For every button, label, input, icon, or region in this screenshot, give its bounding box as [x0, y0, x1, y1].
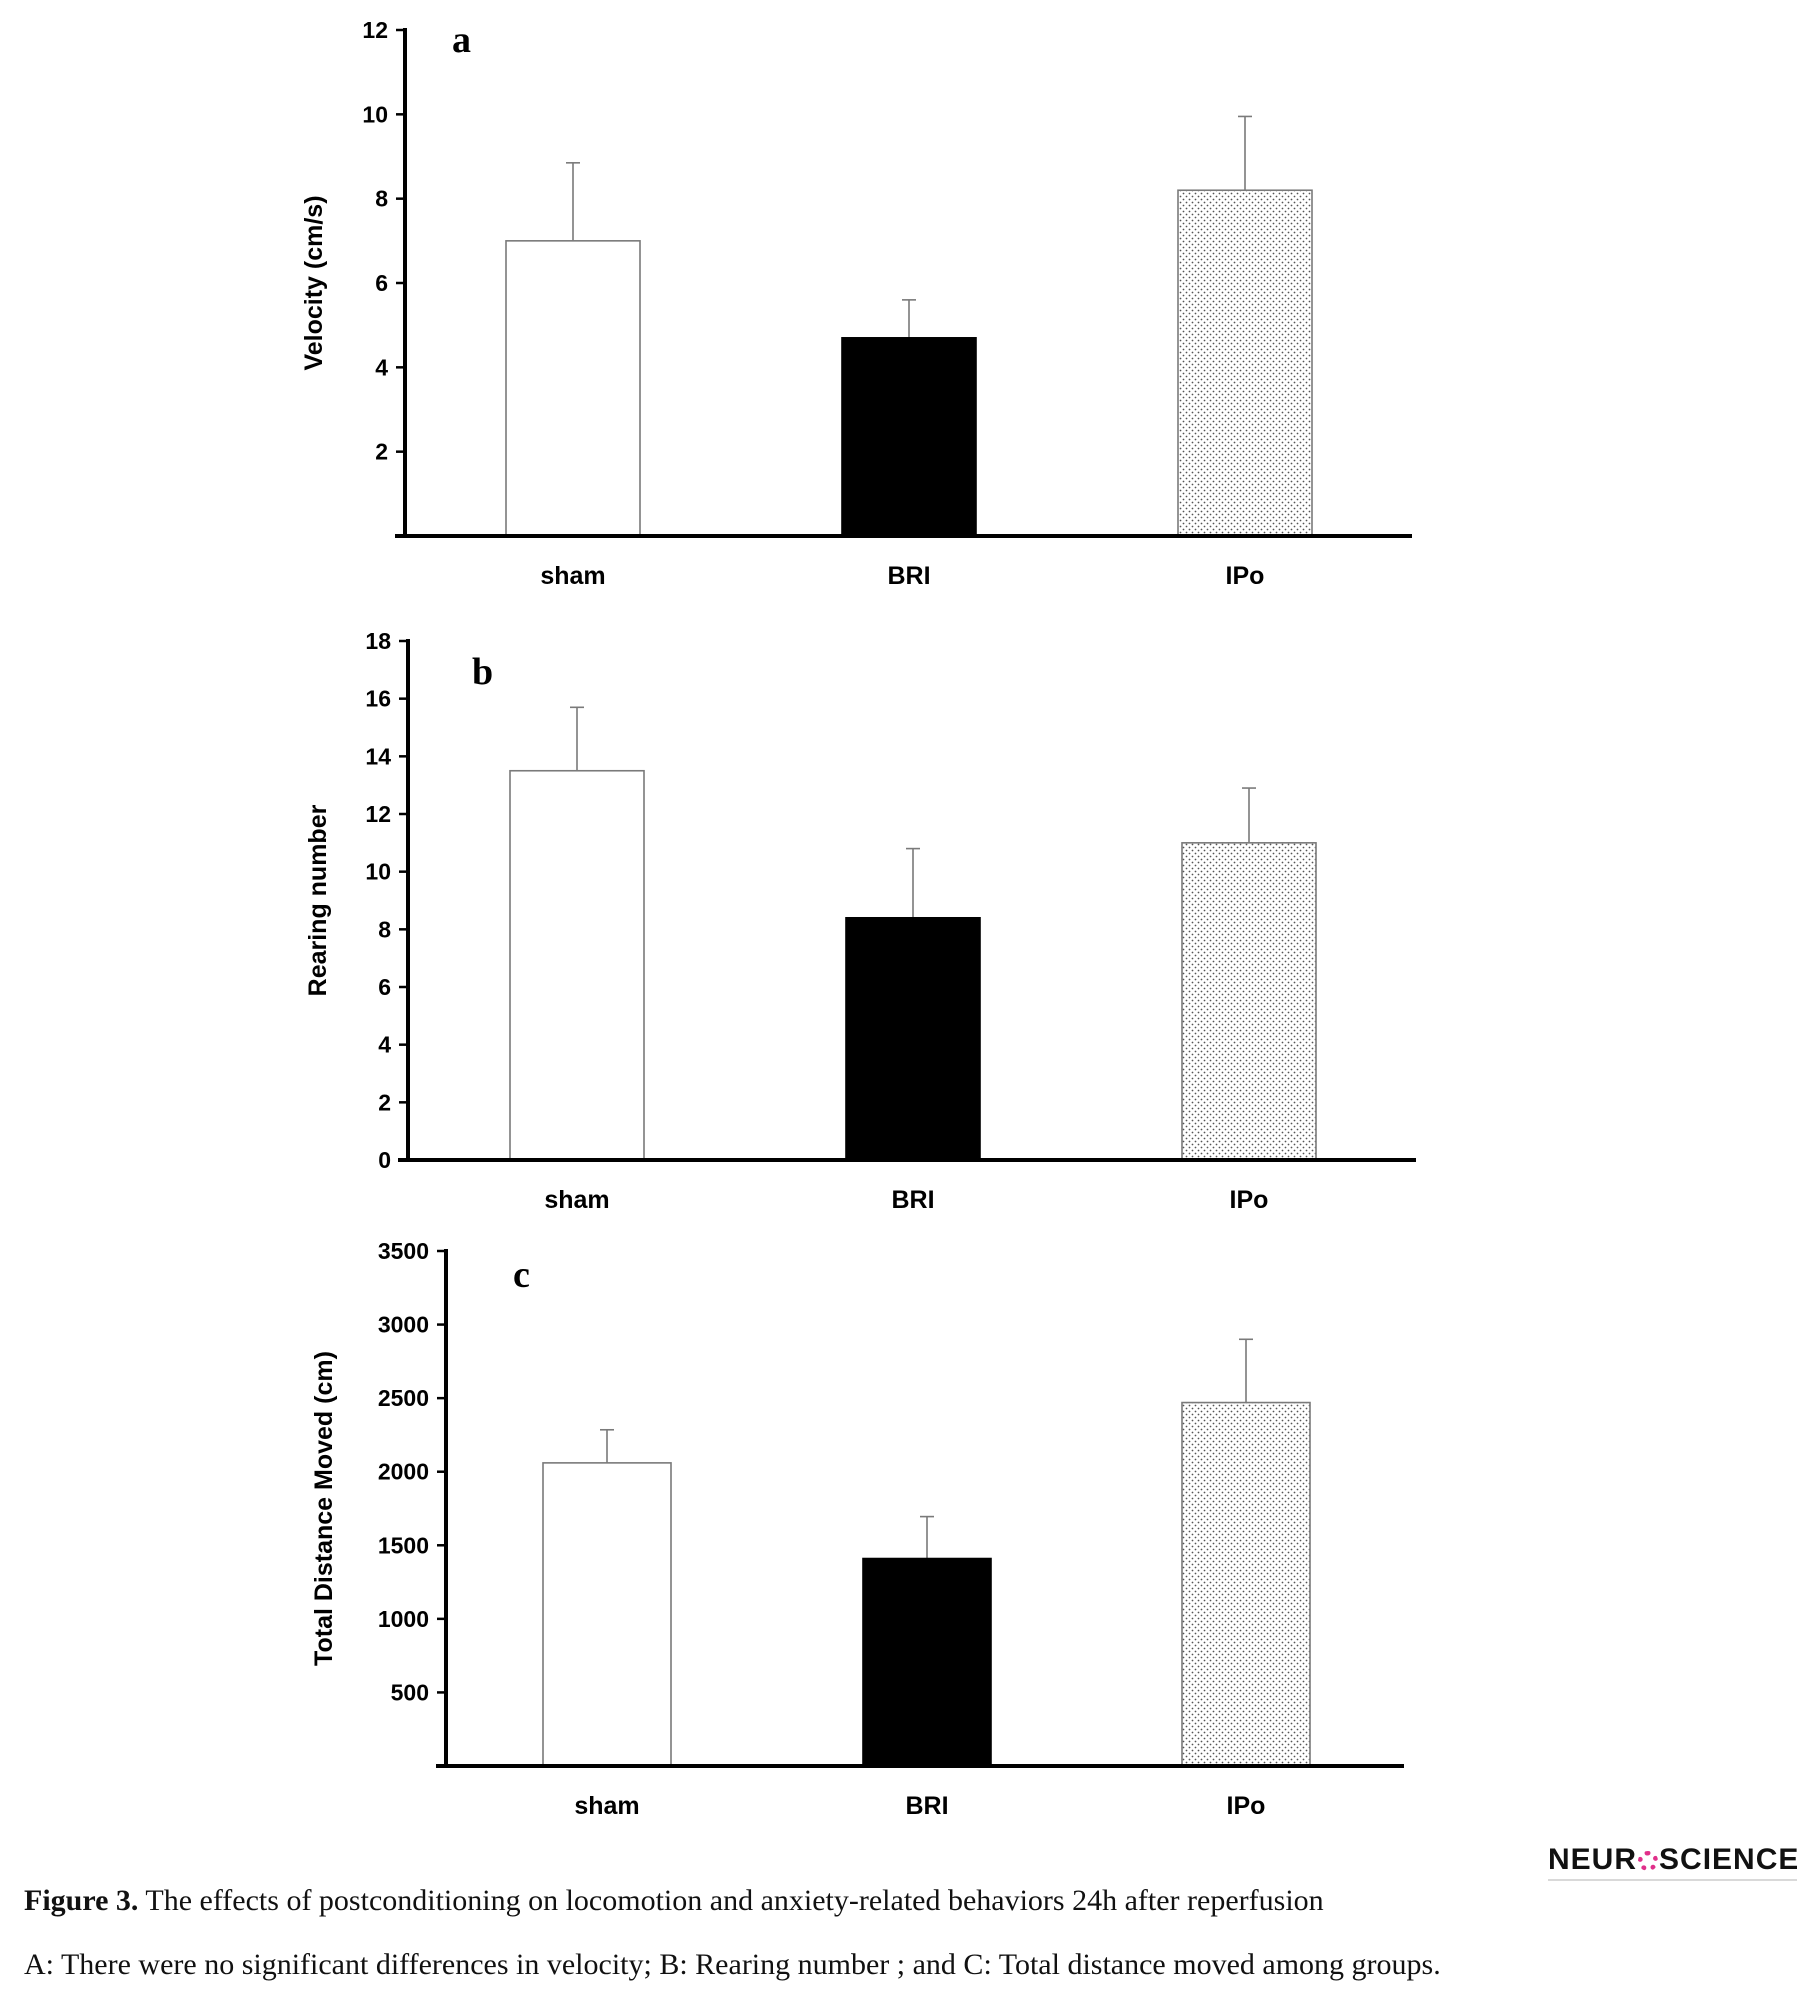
- bar-bri: [845, 916, 981, 1161]
- y-tick-label: 6: [375, 270, 388, 296]
- chart-panel-b: sham BRI IPo 0 2 4 6 8 10 12 14 16 18 Rearing number b: [304, 628, 1416, 1214]
- category-label-ipo: IPo: [1230, 1186, 1269, 1214]
- bar-bri: [841, 337, 977, 537]
- y-tick-label: 2000: [378, 1459, 429, 1485]
- bar-sham: [505, 240, 641, 537]
- panel-letter: c: [513, 1254, 530, 1296]
- y-tick-label: 3000: [378, 1312, 429, 1338]
- y-axis-label: Total Distance Moved (cm): [310, 1351, 338, 1666]
- figure-note: A: There were no significant differences…: [24, 1948, 1441, 1981]
- figure-label: Figure 3.: [24, 1884, 139, 1917]
- bar-ipo: [1181, 842, 1317, 1161]
- bar-ipo: [1181, 1401, 1311, 1767]
- logo-ring-icon: [1638, 1851, 1659, 1871]
- y-tick-label: 4: [378, 1032, 391, 1058]
- y-tick-label: 4: [375, 354, 388, 380]
- y-tick-label: 2500: [378, 1385, 429, 1411]
- y-tick-label: 0: [378, 1147, 391, 1173]
- neuroscience-logo: NEUR SCIENCE: [1548, 1843, 1797, 1881]
- chart-panel-c: sham BRI IPo 500 1000 1500 2000 2500 3000 3500 Tot…: [310, 1238, 1404, 1820]
- category-label-sham: sham: [544, 1186, 609, 1214]
- y-tick-label: 6: [378, 974, 391, 1000]
- panel-letter: a: [452, 19, 471, 61]
- figure-title: The effects of postconditioning on locom…: [145, 1884, 1324, 1917]
- y-tick-label: 12: [362, 17, 388, 43]
- category-label-ipo: IPo: [1227, 1792, 1266, 1820]
- category-label-sham: sham: [540, 562, 605, 590]
- y-tick-label: 2: [375, 439, 388, 465]
- category-label-bri: BRI: [905, 1792, 948, 1820]
- logo-text-left: NEUR: [1548, 1843, 1638, 1876]
- y-tick-label: 12: [365, 801, 391, 827]
- y-tick-label: 1000: [378, 1606, 429, 1632]
- figure-caption: Figure 3. The effects of postconditionin…: [24, 1884, 1324, 1918]
- panel-letter: b: [472, 651, 493, 693]
- category-label-bri: BRI: [891, 1186, 934, 1214]
- category-label-bri: BRI: [887, 562, 930, 590]
- y-tick-label: 10: [365, 859, 391, 885]
- bar-sham: [542, 1462, 672, 1767]
- bar-sham: [509, 769, 645, 1161]
- y-tick-label: 18: [365, 628, 391, 654]
- y-tick-label: 8: [375, 186, 388, 212]
- category-label-sham: sham: [574, 1792, 639, 1820]
- y-tick-label: 3500: [378, 1238, 429, 1264]
- bar-bri: [862, 1557, 992, 1767]
- logo-text-right: SCIENCE: [1659, 1843, 1797, 1876]
- y-tick-label: 16: [365, 686, 391, 712]
- y-tick-label: 2: [378, 1089, 391, 1115]
- y-tick-label: 500: [391, 1679, 429, 1705]
- y-tick-label: 1500: [378, 1532, 429, 1558]
- y-axis-label: Rearing number: [304, 804, 332, 996]
- category-label-ipo: IPo: [1226, 562, 1265, 590]
- bar-ipo: [1177, 189, 1313, 537]
- y-tick-label: 14: [365, 743, 391, 769]
- chart-panel-a: sham BRI IPo 2 4 6 8 10 12 Velocity (cm/s) a: [300, 17, 1412, 590]
- y-tick-label: 8: [378, 916, 391, 942]
- y-tick-label: 10: [362, 101, 388, 127]
- y-axis-label: Velocity (cm/s): [300, 195, 328, 370]
